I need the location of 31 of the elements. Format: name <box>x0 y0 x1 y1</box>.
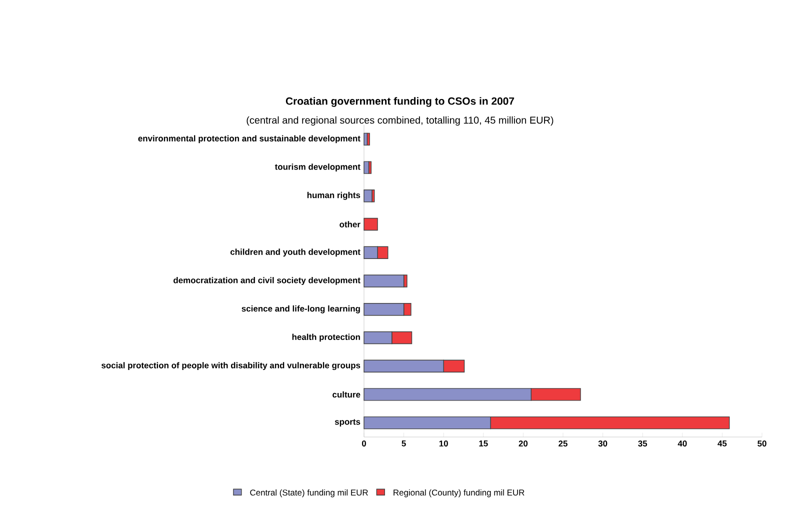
y-tick-label: democratization and civil society development <box>174 277 360 285</box>
y-tick-label: sports <box>334 419 360 426</box>
bar <box>364 218 378 231</box>
x-tick-label: 40 <box>678 440 687 447</box>
bar <box>364 161 370 174</box>
x-tick-label: 20 <box>518 440 528 447</box>
bar <box>364 132 368 146</box>
y-tick-label: social protection of people with disability and vulnerable groups <box>102 362 360 370</box>
y-tick-label: culture <box>332 391 360 398</box>
y-tick-label: science and life-long learning <box>242 305 360 314</box>
x-tick-label: 45 <box>718 440 727 446</box>
x-tick-label: 30 <box>598 440 608 447</box>
x-tick-label: 35 <box>638 440 648 447</box>
y-tick-label: tourism development <box>274 164 360 172</box>
y-tick-label: other <box>340 221 360 228</box>
bar <box>364 190 372 202</box>
legend-label: Regional (County) funding mil EUR <box>394 489 524 498</box>
x-tick-label: 25 <box>558 440 568 447</box>
chart-title: Croatian government funding to CSOs in 2007 <box>286 97 514 107</box>
y-tick-label: environmental protection and sustainable development <box>138 135 360 144</box>
y-tick-label: human rights <box>307 192 360 200</box>
x-tick-label: 0 <box>362 440 366 447</box>
x-tick-label: 50 <box>758 440 766 447</box>
x-tick-label: 5 <box>402 440 406 446</box>
legend-label: Central (State) funding mil EUR <box>250 489 368 498</box>
y-tick-label: children and youth development <box>230 248 360 257</box>
chart-subtitle: (central and regional sources combined, totalling 110, 45 million EUR) <box>246 116 554 126</box>
y-tick-label: health protection <box>292 334 360 342</box>
x-tick-label: 15 <box>479 440 488 446</box>
x-tick-label: 10 <box>439 440 448 447</box>
bar <box>364 274 404 288</box>
